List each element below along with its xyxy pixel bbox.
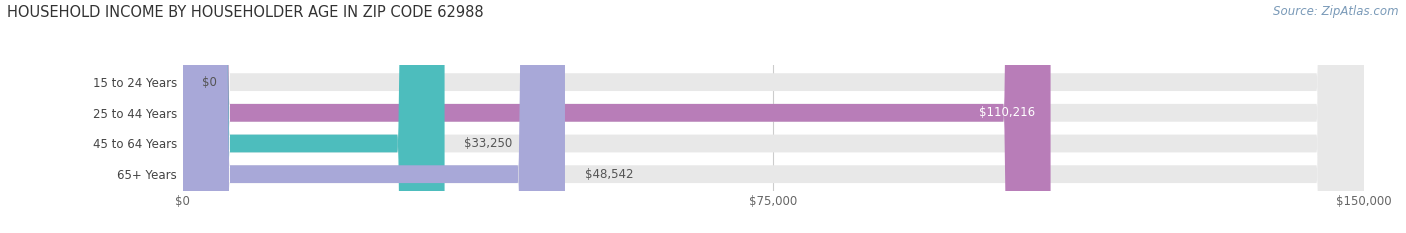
- Text: HOUSEHOLD INCOME BY HOUSEHOLDER AGE IN ZIP CODE 62988: HOUSEHOLD INCOME BY HOUSEHOLDER AGE IN Z…: [7, 5, 484, 20]
- FancyBboxPatch shape: [183, 0, 1050, 233]
- FancyBboxPatch shape: [183, 0, 1364, 233]
- Text: $33,250: $33,250: [464, 137, 513, 150]
- FancyBboxPatch shape: [183, 0, 565, 233]
- FancyBboxPatch shape: [183, 0, 1364, 233]
- Text: $48,542: $48,542: [585, 168, 633, 181]
- Text: $110,216: $110,216: [979, 106, 1035, 119]
- Text: Source: ZipAtlas.com: Source: ZipAtlas.com: [1274, 5, 1399, 18]
- FancyBboxPatch shape: [183, 0, 1364, 233]
- Text: $0: $0: [202, 76, 218, 89]
- FancyBboxPatch shape: [183, 0, 444, 233]
- FancyBboxPatch shape: [183, 0, 1364, 233]
